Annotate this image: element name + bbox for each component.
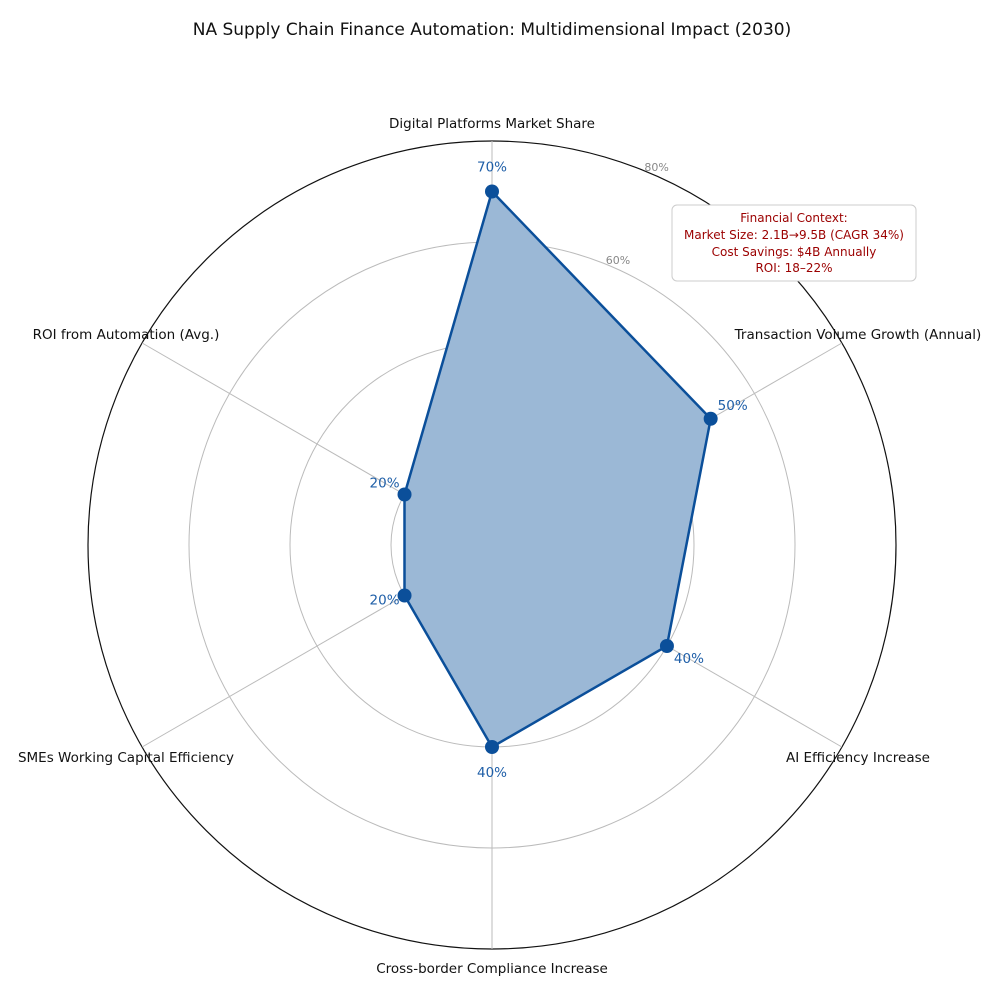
radar-labels: 70% 50% 40% 40% 20% 20% Digital Platforms Mark…	[18, 116, 981, 977]
data-point-5	[397, 487, 412, 502]
category-label-4: SMEs Working Capital Efficiency	[18, 750, 234, 766]
value-label-4: 20%	[370, 593, 400, 609]
chart-title: NA Supply Chain Finance Automation: Mult…	[193, 20, 792, 40]
data-point-3	[485, 740, 499, 754]
value-label-2: 40%	[674, 651, 704, 667]
value-label-5: 20%	[370, 476, 400, 492]
annotation-box	[671, 204, 917, 282]
r-tick-label-4: 80%	[644, 161, 668, 174]
annotation-line-1: Financial Context:	[740, 211, 847, 225]
financial-context-annotation: Financial Context: Market Size: 2.1B→9.5…	[671, 204, 917, 282]
data-point-1	[703, 411, 718, 426]
category-label-5: ROI from Automation (Avg.)	[33, 327, 220, 343]
category-label-0: Digital Platforms Market Share	[389, 116, 595, 132]
annotation-line-3: Cost Savings: $4B Annually	[712, 245, 877, 259]
data-point-0	[485, 184, 499, 199]
r-tick-label-3: 60%	[606, 254, 630, 267]
category-label-2: AI Efficiency Increase	[786, 750, 930, 766]
data-point-4	[397, 588, 412, 603]
annotation-line-2: Market Size: 2.1B→9.5B (CAGR 34%)	[684, 228, 904, 242]
series-polygon	[403, 190, 712, 749]
category-label-1: Transaction Volume Growth (Annual)	[734, 327, 982, 343]
value-label-0: 70%	[477, 160, 507, 176]
data-point-2	[659, 639, 674, 653]
annotation-line-4: ROI: 18–22%	[755, 261, 832, 275]
category-label-3: Cross-border Compliance Increase	[376, 961, 608, 977]
radar-series	[397, 184, 718, 754]
value-label-3: 40%	[477, 765, 507, 781]
value-label-1: 50%	[718, 398, 748, 414]
